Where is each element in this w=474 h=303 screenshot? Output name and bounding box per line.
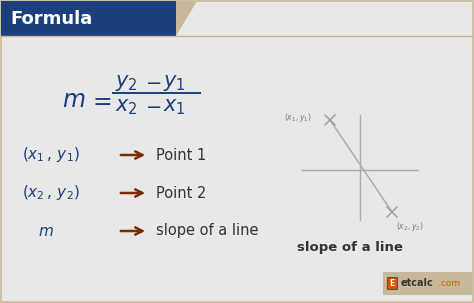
Text: $-$: $-$ (145, 95, 161, 115)
Text: $(\mathit{x}_2\,,\,\mathit{y}_2)$: $(\mathit{x}_2\,,\,\mathit{y}_2)$ (22, 184, 80, 202)
Text: slope of a line: slope of a line (297, 241, 403, 255)
Text: E: E (389, 278, 395, 288)
Text: $\mathit{m}$: $\mathit{m}$ (62, 88, 85, 112)
Text: $\mathit{y}_1$: $\mathit{y}_1$ (163, 73, 186, 93)
Bar (387, 277, 397, 289)
Text: etcalc: etcalc (401, 278, 434, 288)
Bar (1, 1, 176, 36)
Text: $(x_1,y_1)$: $(x_1,y_1)$ (284, 112, 312, 125)
Text: Point 2: Point 2 (156, 185, 206, 201)
Text: Formula: Formula (10, 9, 92, 28)
Text: .com: .com (438, 278, 460, 288)
Text: $\mathit{x}_2$: $\mathit{x}_2$ (115, 97, 138, 117)
Text: $(\mathit{x}_1\,,\,\mathit{y}_1)$: $(\mathit{x}_1\,,\,\mathit{y}_1)$ (22, 145, 80, 165)
Text: $-$: $-$ (145, 72, 161, 91)
Text: Point 1: Point 1 (156, 148, 206, 162)
Text: $(x_2,y_2)$: $(x_2,y_2)$ (396, 220, 424, 233)
Polygon shape (176, 1, 197, 36)
Text: $\mathit{x}_1$: $\mathit{x}_1$ (163, 97, 186, 117)
Text: slope of a line: slope of a line (156, 224, 258, 238)
Text: $=$: $=$ (88, 88, 112, 112)
Bar (383, 272, 471, 294)
Text: $\mathit{m}$: $\mathit{m}$ (38, 224, 54, 238)
Text: $\mathit{y}_2$: $\mathit{y}_2$ (115, 73, 138, 93)
